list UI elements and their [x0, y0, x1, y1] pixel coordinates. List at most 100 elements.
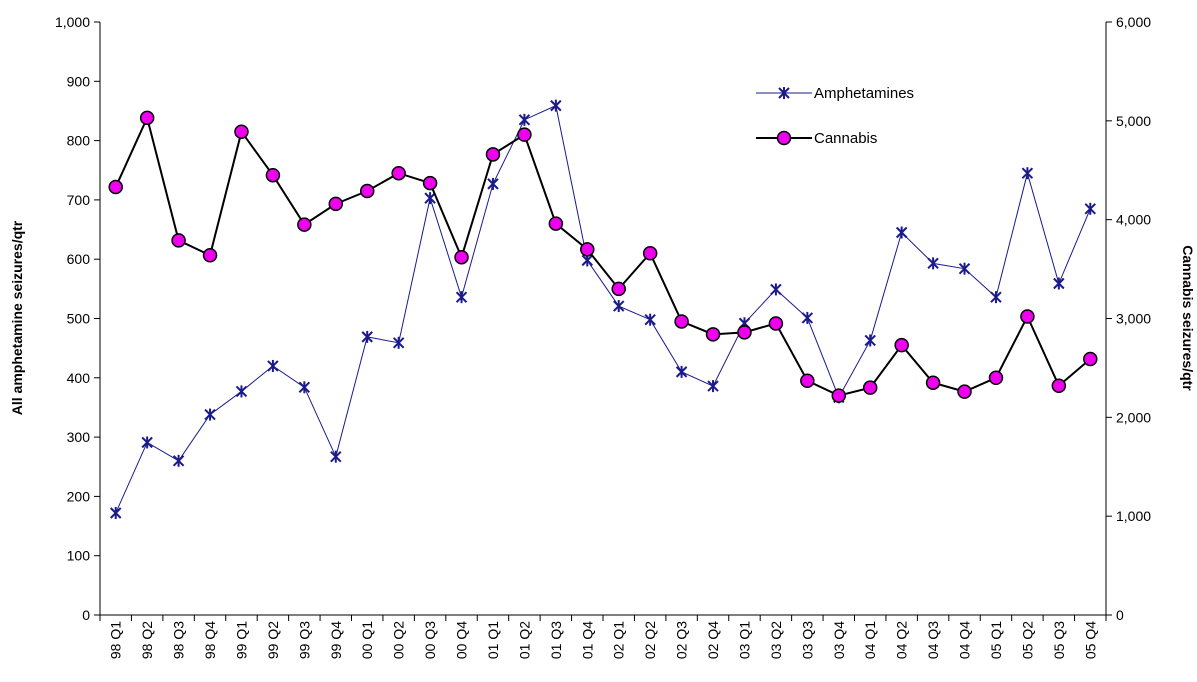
x-tick-label: 02 Q1	[611, 621, 627, 659]
amphetamines-point	[1084, 202, 1096, 215]
right-tick-label: 2,000	[1116, 409, 1151, 425]
right-axis-title: Cannabis seizures/qtr	[1180, 245, 1196, 391]
x-tick-label: 01 Q3	[548, 621, 564, 659]
cannabis-point	[674, 314, 689, 329]
cannabis-point	[862, 380, 878, 395]
legend-asterisk	[778, 87, 790, 99]
cannabis-point	[517, 127, 532, 142]
x-tick-label: 05 Q3	[1051, 621, 1067, 659]
x-tick-label: 00 Q1	[359, 621, 375, 659]
amphetamines-line	[115, 104, 1091, 514]
x-tick-label: 01 Q1	[485, 621, 501, 659]
amphetamines-point	[770, 283, 782, 296]
amphetamines-point	[487, 177, 499, 190]
cannabis-point	[328, 196, 344, 212]
cannabis-point	[580, 242, 595, 257]
x-axis: 98 Q1 98 Q2 98 Q3 98 Q4 99 Q1 99 Q2 99 Q3 99 Q4…	[99, 614, 1107, 659]
cannabis-point	[831, 388, 847, 403]
x-tick-label: 00 Q4	[454, 621, 470, 659]
left-tick-label: 0	[82, 607, 90, 623]
legend-amphetamines-label: Amphetamines	[814, 85, 914, 102]
cannabis-point	[894, 337, 909, 353]
left-tick-label: 1,000	[55, 14, 90, 30]
amphetamines-point	[424, 192, 436, 205]
x-tick-label: 01 Q2	[516, 621, 532, 659]
amphetamines-point	[172, 454, 185, 467]
cannabis-point	[485, 147, 501, 162]
amphetamines-point	[958, 262, 971, 275]
amphetamines-point	[550, 99, 562, 112]
right-tick-label: 4,000	[1116, 212, 1151, 228]
x-tick-label: 01 Q4	[579, 621, 595, 659]
cannabis-point	[171, 233, 186, 248]
cannabis-point	[611, 281, 626, 297]
amphetamines-point	[267, 359, 279, 372]
amphetamines-point	[235, 385, 248, 398]
x-tick-label: 03 Q2	[768, 621, 784, 659]
x-tick-label: 99 Q4	[328, 621, 344, 659]
x-tick-label: 05 Q2	[1019, 621, 1035, 659]
amphetamines-point	[864, 334, 876, 347]
x-tick-label: 98 Q3	[171, 621, 187, 659]
x-tick-label: 02 Q3	[674, 621, 690, 659]
cannabis-point	[548, 216, 564, 231]
right-tick-label: 1,000	[1116, 508, 1151, 524]
cannabis-point	[768, 316, 784, 331]
x-axis-ticks: 98 Q1 98 Q2 98 Q3 98 Q4 99 Q1 99 Q2 99 Q3 99 Q4…	[99, 615, 1107, 659]
x-tick-label: 00 Q3	[422, 621, 438, 659]
x-tick-label: 03 Q3	[799, 621, 815, 659]
cannabis-point	[957, 384, 972, 399]
cannabis-point	[925, 375, 941, 390]
cannabis-point	[422, 175, 438, 191]
left-tick-label: 400	[67, 370, 91, 386]
cannabis-point	[737, 325, 752, 340]
amphetamines-point	[392, 336, 405, 349]
left-tick-label: 200	[67, 488, 91, 504]
right-axis-ticks: 0 1,000 2,000 3,000 4,000 5,000 6,000	[1106, 14, 1151, 623]
legend-cannabis-label: Cannabis	[814, 130, 877, 147]
amphetamines-point	[1021, 167, 1034, 180]
cannabis-point	[454, 249, 469, 265]
amphetamines-point	[518, 113, 531, 126]
x-tick-label: 00 Q2	[391, 621, 407, 659]
x-tick-label: 99 Q3	[296, 621, 312, 659]
amphetamines-point	[204, 408, 216, 421]
x-tick-label: 04 Q3	[925, 621, 941, 659]
cannabis-point	[391, 165, 406, 181]
amphetamines-point	[1053, 277, 1065, 290]
amphetamines-point	[141, 436, 153, 449]
left-tick-label: 800	[67, 133, 91, 149]
x-tick-label: 98 Q4	[202, 621, 218, 659]
left-axis-title: All amphetamine seizures/qtr	[9, 220, 25, 415]
cannabis-point	[1083, 351, 1098, 367]
x-tick-label: 02 Q4	[705, 621, 721, 659]
x-tick-label: 04 Q1	[862, 621, 878, 659]
amphetamines-point	[801, 311, 814, 324]
x-tick-label: 03 Q1	[736, 621, 752, 659]
amphetamines-point	[707, 380, 719, 393]
right-tick-label: 5,000	[1116, 113, 1151, 129]
x-tick-label: 02 Q2	[642, 621, 658, 659]
left-tick-label: 900	[67, 73, 91, 89]
cannabis-point	[800, 373, 815, 389]
left-tick-label: 600	[67, 251, 91, 267]
legend-cannabis-marker	[776, 130, 792, 146]
cannabis-point	[1051, 378, 1067, 393]
amphetamines-point	[613, 300, 625, 313]
left-tick-label: 300	[67, 429, 91, 445]
right-tick-label: 0	[1116, 607, 1124, 623]
right-tick-label: 3,000	[1116, 311, 1151, 327]
cannabis-point	[108, 179, 123, 195]
legend-amphetamines-marker	[778, 87, 790, 99]
amphetamines-point	[110, 507, 122, 520]
cannabis-point	[988, 370, 1004, 386]
x-tick-label: 99 Q1	[233, 621, 249, 659]
cannabis-point	[359, 183, 375, 199]
amphetamines-point	[990, 291, 1002, 304]
amphetamines-point	[927, 257, 939, 270]
series-layer	[108, 99, 1098, 520]
cannabis-point	[642, 246, 658, 261]
left-axis-ticks: 0 100 200 300 400 500 600 700 800 900 1,000	[55, 14, 100, 623]
x-tick-label: 03 Q4	[831, 621, 847, 659]
